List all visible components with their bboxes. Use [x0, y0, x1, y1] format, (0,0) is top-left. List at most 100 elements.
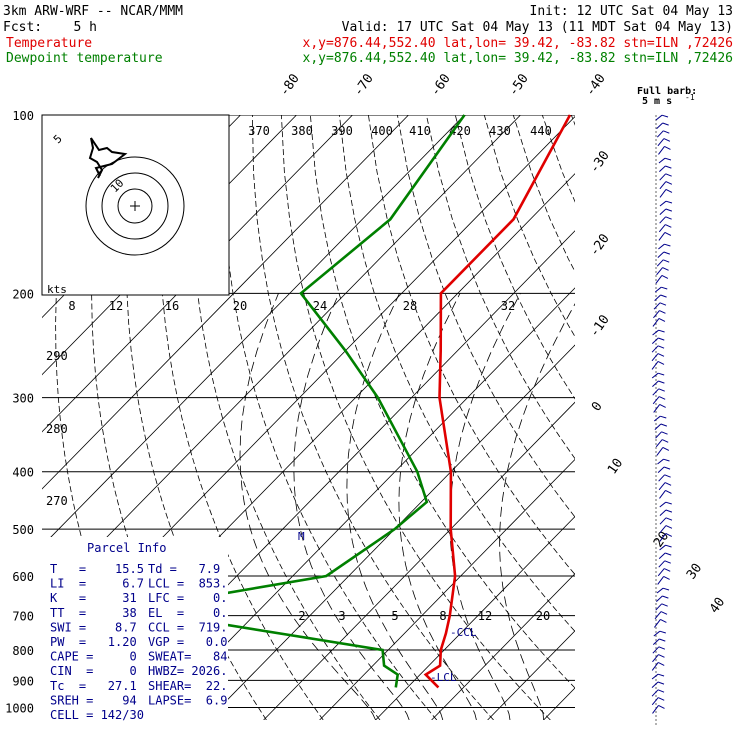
wind-barb-flag [664, 568, 671, 572]
wind-barb-flag [665, 532, 673, 537]
isotherm-line [319, 458, 575, 720]
wind-barb [655, 275, 663, 284]
mixing-ratio-bottom-label: 8 [439, 609, 446, 623]
wind-barb-flag [662, 587, 670, 591]
wind-barb-flag [658, 329, 665, 333]
isotherm-label: -10 [587, 312, 613, 340]
hodograph-trace [88, 137, 128, 179]
wind-barb [658, 552, 666, 559]
wind-barb [658, 224, 666, 233]
dry-adiabat [600, 115, 740, 720]
dry-adiabat [629, 115, 740, 720]
wind-barbs [651, 114, 673, 725]
dry-adiabat [222, 115, 438, 720]
parcel-info-right: LFC = 0. [148, 591, 227, 605]
wind-barb-flag [661, 114, 669, 118]
wind-barb-flag [665, 200, 673, 204]
isotherm-label: -20 [587, 231, 613, 259]
wind-barb-flag [660, 415, 667, 419]
dry-adiabat [483, 115, 575, 338]
wind-barb [651, 673, 659, 680]
wind-barb-flag [657, 360, 665, 365]
wind-barb-flag [663, 251, 670, 255]
pressure-tick-label: 200 [12, 287, 34, 301]
wind-barb-flag [661, 274, 669, 279]
hodograph-ring-inner [117, 188, 153, 224]
temperature-info: x,y=876.44,552.40 lat,lon= 39.42, -83.82… [303, 36, 733, 51]
isotherm-line [42, 115, 465, 547]
parcel-info-panel: Parcel Info T = 15.5 Td = 7.9 LI = 6.7 LCL … [42, 537, 228, 722]
moist-adiabat [346, 293, 444, 720]
wind-barb-flag [665, 224, 672, 228]
wind-barb-flag [658, 646, 666, 650]
parcel-info-right: CCL = 719. [148, 620, 227, 634]
wind-barb [653, 302, 661, 310]
pressure-tick-label: 300 [12, 392, 34, 406]
wind-barb [658, 482, 666, 491]
isotherm-label: 10 [605, 456, 626, 477]
wind-barb-flag [663, 458, 670, 462]
pressure-tick-label: 800 [12, 644, 34, 658]
pressure-tick-label: 1000 [5, 701, 34, 715]
wind-barb [653, 404, 661, 413]
wind-barb [659, 525, 667, 534]
mixing-ratio-top-label: 12 [109, 299, 123, 313]
theta-left-label: 280 [46, 422, 68, 436]
wind-barb-flag [665, 544, 672, 548]
dewpoint-info: x,y=876.44,552.40 lat,lon= 39.42, -83.82… [303, 51, 733, 66]
wind-barb-flag [665, 188, 673, 193]
wind-barb-flag [658, 396, 666, 400]
wind-barb-flag [663, 138, 671, 142]
hodograph-ring-outer [85, 156, 185, 256]
isotherm-label: -50 [506, 71, 532, 99]
wind-barb [652, 380, 659, 387]
wind-barb [652, 638, 660, 645]
parcel-info-left: TT = 38 [50, 606, 137, 620]
parcel-info-right: EL = 0. [148, 606, 227, 620]
wind-barb-flag [663, 575, 670, 580]
wind-barb-flag [659, 403, 666, 408]
parcel-info-left: PW = 1.20 [50, 635, 137, 649]
wind-barb [657, 138, 665, 147]
wind-barb-flag [658, 388, 665, 392]
wind-barb-flag [662, 446, 670, 451]
isotherm-line [151, 287, 575, 720]
parcel-info-right: LAPSE= 6.9 [148, 693, 227, 707]
wind-barb [652, 396, 660, 405]
parcel-info-left: LI = 6.7 [50, 577, 144, 591]
parcel-info-left: SREH = 94 [50, 693, 137, 707]
wind-barb-flag [664, 474, 671, 478]
parcel-info-right: SWEAT= 84 [148, 650, 227, 664]
temperature-profile [423, 114, 572, 689]
wind-barb [653, 310, 660, 319]
mixing-ratio-bottom-label: 20 [536, 609, 550, 623]
ccl-marker: -CCL [450, 626, 477, 639]
wind-barb-flag [664, 157, 672, 161]
wind-barb [651, 337, 659, 344]
parcel-info-right: LCL = 853. [148, 577, 227, 591]
dry-adiabat [687, 115, 740, 720]
barb-legend-title: Full barb: [637, 86, 697, 97]
dewpoint-profile [137, 114, 466, 688]
wind-barb-flag [657, 673, 665, 677]
mixing-ratio-top-labels: 8 12 16 20 24 28 32 2 3 5 8 12 20 [68, 299, 550, 623]
theta-top-label: 430 [489, 124, 511, 138]
mixing-ratio-top-label: 32 [501, 299, 515, 313]
wind-barb [657, 576, 665, 585]
parcel-info-right: VGP = 0.0 [148, 635, 227, 649]
wind-barb [658, 146, 665, 155]
dry-adiabat [454, 115, 575, 400]
parcel-info-left: CELL = 142/30 [50, 708, 144, 722]
wind-barb-flag [664, 482, 672, 486]
wind-barb [659, 517, 667, 525]
theta-top-label: 440 [530, 124, 552, 138]
isotherm-label: -60 [428, 71, 454, 99]
moist-adiabat [398, 293, 477, 720]
wind-barb-flag [664, 243, 671, 247]
wind-barb [652, 329, 659, 336]
isotherm-label: 30 [684, 561, 705, 582]
wind-barb [652, 318, 660, 327]
wind-barb-flag [657, 353, 665, 357]
pressure-labels: 100 200 300 400 500 600 700 800 900 1000 [5, 109, 34, 715]
